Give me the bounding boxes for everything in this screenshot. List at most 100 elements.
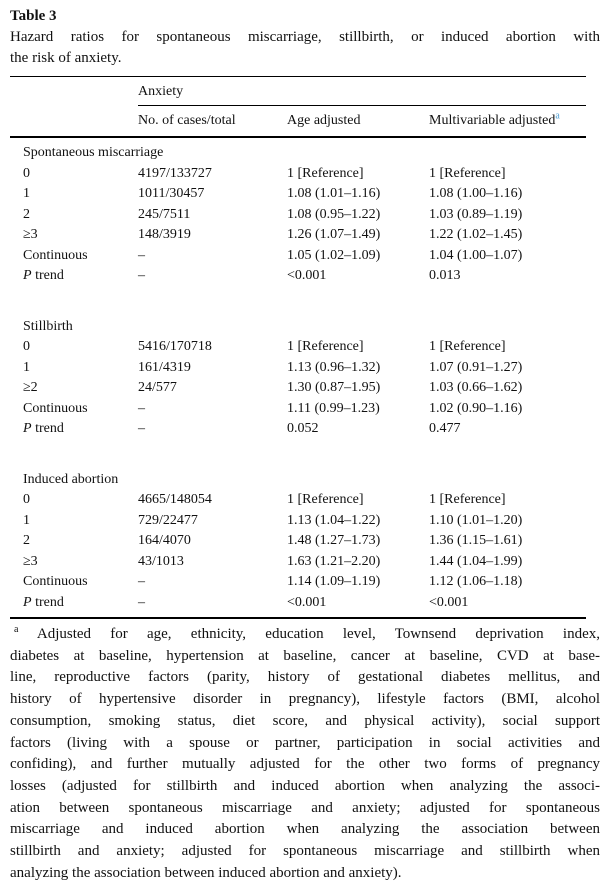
age-adjusted-cell: 1.14 (1.09–1.19): [287, 574, 381, 589]
row-label-cell: 2: [23, 206, 30, 222]
table-row: P trend – 0.052 0.477: [10, 419, 586, 440]
cases-total-cell: 4197/133727: [138, 165, 212, 181]
row-label-cell: P trend: [23, 594, 64, 610]
cases-total-cell: 148/3919: [138, 227, 191, 242]
table-column-header-row: No. of cases/total Age adjusted Multivar…: [10, 106, 586, 138]
multivariable-adjusted-cell: 1.07 (0.91–1.27): [429, 359, 523, 375]
footnote-line: losses (adjusted for stillbirth and indu…: [10, 777, 600, 794]
table-row: ≥3 148/3919 1.26 (1.07–1.49) 1.22 (1.02–1.4…: [10, 225, 586, 246]
caption-line-2: the risk of anxiety.: [10, 50, 122, 66]
section-header: Spontaneous miscarriage: [23, 145, 164, 160]
multivariable-adjusted-cell: 1.12 (1.06–1.18): [429, 574, 523, 589]
footnote-a-superscript: a: [555, 110, 560, 122]
row-label-cell: P trend: [23, 268, 64, 283]
age-adjusted-cell: 1.05 (1.02–1.09): [287, 247, 381, 263]
row-label-cell: ≥3: [23, 553, 38, 569]
table-group-header-row: Anxiety: [10, 76, 586, 106]
multivariable-adjusted-cell: 1 [Reference]: [429, 492, 506, 507]
table-label: Table 3: [10, 8, 57, 24]
footnote-line: stillbirth and anxiety; adjusted for spo…: [10, 843, 600, 860]
col-header-age-adjusted: Age adjusted: [287, 113, 361, 128]
table-section: Stillbirth 0 5416/170718 1 [Reference] 1 [Re…: [10, 317, 586, 440]
cases-total-cell: 164/4070: [138, 533, 191, 548]
age-adjusted-cell: 1.08 (1.01–1.16): [287, 186, 381, 201]
row-label-cell: P trend: [23, 421, 64, 436]
row-label-cell: ≥3: [23, 227, 38, 242]
table-body: Spontaneous miscarriage 0 4197/133727 1 [Re…: [10, 138, 586, 619]
table-row: P trend – <0.001 <0.001: [10, 593, 586, 614]
age-adjusted-cell: 1.11 (0.99–1.23): [287, 400, 380, 416]
table-row: Continuous – 1.05 (1.02–1.09) 1.04 (1.00–1.…: [10, 246, 586, 267]
cases-total-cell: –: [138, 594, 145, 610]
footnote-line: consumption, smoking status, diet score,…: [10, 712, 600, 729]
cases-total-cell: 1011/30457: [138, 186, 205, 201]
table-section: Induced abortion 0 4665/148054 1 [Reference…: [10, 470, 586, 614]
age-adjusted-cell: 1.63 (1.21–2.20): [287, 553, 381, 569]
multivariable-adjusted-cell: 1 [Reference]: [429, 339, 506, 354]
multivariable-adjusted-cell: 1.22 (1.02–1.45): [429, 227, 523, 242]
row-label-cell: 1: [23, 186, 30, 201]
footnote-line: factors (living with a spouse or partner…: [10, 734, 600, 751]
footnote-line: diabetes at baseline, hypertension at ba…: [10, 647, 600, 664]
age-adjusted-cell: 1 [Reference]: [287, 165, 364, 181]
multivariable-adjusted-cell: 1.36 (1.15–1.61): [429, 533, 523, 548]
age-adjusted-cell: 1 [Reference]: [287, 339, 364, 354]
age-adjusted-cell: <0.001: [287, 594, 327, 610]
footnote-line: confiding), and further mutually adjuste…: [10, 756, 600, 773]
table-row: 0 5416/170718 1 [Reference] 1 [Reference]: [10, 337, 586, 358]
data-table: Anxiety No. of cases/total Age adjusted …: [10, 76, 586, 619]
multivariable-adjusted-cell: 1 [Reference]: [429, 165, 506, 181]
multivariable-adjusted-cell: 1.04 (1.00–1.07): [429, 247, 523, 263]
table-section: Spontaneous miscarriage 0 4197/133727 1 [Re…: [10, 143, 586, 287]
row-label-cell: 0: [23, 339, 30, 354]
footnote-line: a Adjusted for age, ethnicity, education…: [14, 624, 600, 643]
multivariable-adjusted-cell: 1.44 (1.04–1.99): [429, 553, 523, 569]
age-adjusted-cell: 0.052: [287, 421, 319, 436]
empty-header-cell: [10, 113, 138, 128]
table-caption: Hazard ratios for spontaneous miscarriag…: [10, 27, 600, 69]
table-row: 0 4665/148054 1 [Reference] 1 [Reference]: [10, 490, 586, 511]
age-adjusted-cell: 1.30 (0.87–1.95): [287, 380, 381, 395]
multivariable-adjusted-cell: 0.013: [429, 268, 461, 283]
cases-total-cell: 43/1013: [138, 553, 184, 569]
age-adjusted-cell: 1.13 (0.96–1.32): [287, 359, 381, 375]
cases-total-cell: 161/4319: [138, 359, 191, 375]
col-header-cases-total: No. of cases/total: [138, 113, 236, 128]
anxiety-group-header: Anxiety: [138, 77, 586, 106]
cases-total-cell: 729/22477: [138, 512, 198, 528]
cases-total-cell: –: [138, 400, 145, 416]
group-header-label: Anxiety: [138, 84, 184, 99]
cases-total-cell: 5416/170718: [138, 339, 212, 354]
group-header-spacer: [10, 77, 138, 106]
age-adjusted-cell: 1.13 (1.04–1.22): [287, 512, 381, 528]
cases-total-cell: 245/7511: [138, 206, 191, 222]
multivariable-adjusted-cell: 0.477: [429, 421, 461, 436]
footnote-line: line, reproductive factors (parity, hist…: [10, 669, 600, 686]
table-row: 0 4197/133727 1 [Reference] 1 [Reference]: [10, 164, 586, 185]
row-label-cell: 1: [23, 359, 30, 375]
row-label-cell: 0: [23, 492, 30, 507]
row-label-cell: Continuous: [23, 400, 88, 416]
table-footnote: a Adjusted for age, ethnicity, education…: [10, 624, 600, 884]
age-adjusted-cell: 1.26 (1.07–1.49): [287, 227, 381, 242]
multivariable-adjusted-cell: 1.03 (0.89–1.19): [429, 206, 523, 222]
age-adjusted-cell: 1.48 (1.27–1.73): [287, 533, 381, 548]
section-header: Induced abortion: [23, 471, 119, 487]
cases-total-cell: –: [138, 421, 145, 436]
caption-line-1: Hazard ratios for spontaneous miscarriag…: [10, 29, 600, 45]
section-header: Stillbirth: [23, 318, 73, 334]
cases-total-cell: –: [138, 574, 145, 589]
multivariable-adjusted-cell: 1.02 (0.90–1.16): [429, 400, 523, 416]
cases-total-cell: –: [138, 247, 145, 263]
row-label-cell: 0: [23, 165, 30, 181]
age-adjusted-cell: 1 [Reference]: [287, 492, 364, 507]
table-row: ≥2 24/577 1.30 (0.87–1.95) 1.03 (0.66–1.62): [10, 378, 586, 399]
footnote-line: history of hypertensive disorder in preg…: [10, 691, 600, 708]
multivariable-adjusted-cell: 1.03 (0.66–1.62): [429, 380, 523, 395]
multivariable-adjusted-cell: <0.001: [429, 594, 469, 610]
table-row: 1 729/22477 1.13 (1.04–1.22) 1.10 (1.01–1.2…: [10, 511, 586, 532]
footnote-line: miscarriage and induced abortion when an…: [10, 821, 600, 838]
table-row: Continuous – 1.11 (0.99–1.23) 1.02 (0.90–1.…: [10, 399, 586, 420]
table-row: 1 161/4319 1.13 (0.96–1.32) 1.07 (0.91–1.27…: [10, 358, 586, 379]
